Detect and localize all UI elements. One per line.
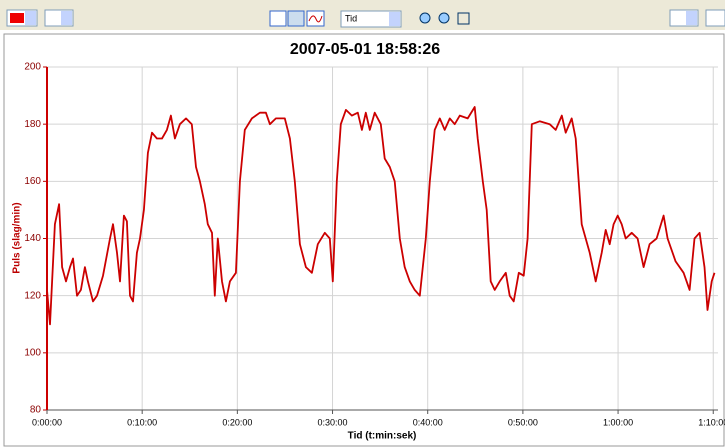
right-picker[interactable] bbox=[705, 9, 725, 27]
band-button[interactable] bbox=[287, 10, 305, 27]
dropdown-button[interactable] bbox=[61, 11, 72, 25]
zoom-in[interactable] bbox=[419, 12, 431, 24]
y-tick-label: 200 bbox=[24, 62, 41, 73]
chart-title: 2007-05-01 18:58:26 bbox=[290, 41, 440, 58]
chart-frame bbox=[3, 33, 725, 447]
y-tick-label: 120 bbox=[24, 290, 41, 301]
x-tick-label: 0:10:00 bbox=[127, 417, 157, 427]
y-tick-label: 140 bbox=[24, 233, 41, 244]
x-tick-label: 0:00:00 bbox=[32, 417, 62, 427]
x-tick-label: 0:50:00 bbox=[508, 417, 538, 427]
x-tick-label: 1:00:00 bbox=[603, 417, 633, 427]
grid-button[interactable] bbox=[269, 10, 287, 27]
x-tick-label: 0:20:00 bbox=[222, 417, 252, 427]
color-swatch bbox=[10, 13, 24, 23]
y-tick-label: 160 bbox=[24, 176, 41, 187]
axis-select-label: Tid bbox=[345, 13, 357, 23]
x-axis-label: Tid (t:min:sek) bbox=[348, 431, 417, 442]
curve-icon bbox=[308, 15, 323, 23]
y-axis-label: Puls (slag/min) bbox=[12, 202, 23, 273]
y-tick-label: 180 bbox=[24, 119, 41, 130]
zoom-out[interactable] bbox=[438, 12, 450, 24]
x-tick-label: 0:40:00 bbox=[413, 417, 443, 427]
data-line bbox=[46, 106, 716, 326]
axis-select[interactable] bbox=[340, 10, 402, 28]
dropdown-button[interactable] bbox=[686, 11, 697, 25]
y-tick-label: 80 bbox=[30, 405, 42, 416]
dropdown-button[interactable] bbox=[389, 12, 400, 26]
y-tick-label: 100 bbox=[24, 347, 41, 358]
x-tick-label: 0:30:00 bbox=[318, 417, 348, 427]
zoom-fit[interactable] bbox=[457, 12, 470, 25]
dropdown-button[interactable] bbox=[25, 11, 36, 25]
x-tick-label: 1:10:00 bbox=[698, 417, 725, 427]
